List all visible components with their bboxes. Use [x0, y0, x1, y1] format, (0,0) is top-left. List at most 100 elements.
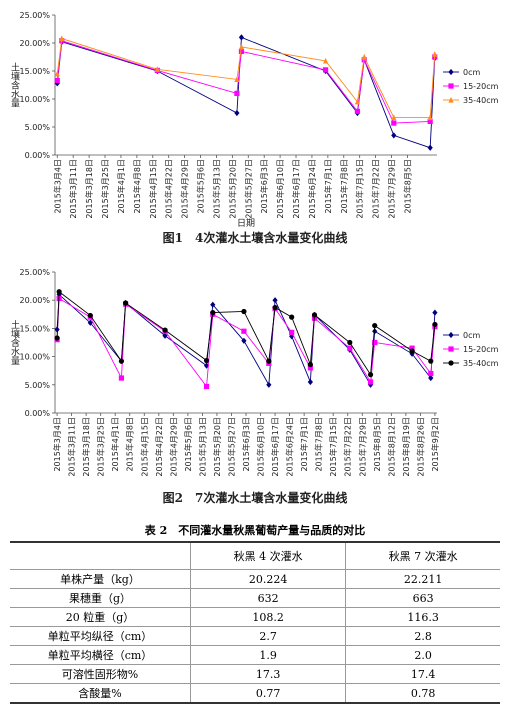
- x-tick-label: 2015年6月24日: [307, 159, 317, 219]
- marker: [234, 90, 240, 96]
- x-tick-label: 2015年3月4日: [52, 159, 62, 214]
- y-tick-label: 5.00%: [25, 123, 51, 132]
- legend-label: 15-20cm: [463, 82, 499, 91]
- marker: [272, 304, 278, 311]
- x-tick-label: 2015年5月6日: [183, 417, 193, 472]
- marker: [432, 321, 438, 328]
- x-tick-label: 2015年7月29日: [387, 159, 397, 219]
- x-tick-label: 2015年3月25日: [96, 417, 106, 477]
- legend-marker: [448, 360, 454, 366]
- x-tick-label: 2015年7月8日: [339, 159, 349, 214]
- marker: [266, 381, 272, 388]
- legend-marker: [448, 96, 454, 103]
- x-tick-label: 2015年7月1日: [299, 417, 309, 472]
- table-cell: 20.224: [189, 569, 347, 589]
- marker: [391, 120, 397, 126]
- x-tick-label: 2015年7月8日: [314, 417, 324, 472]
- legend-marker: [448, 331, 454, 339]
- x-tick-label: 2015年3月11日: [67, 417, 77, 477]
- x-tick-label: 2015年4月22日: [154, 417, 164, 477]
- marker: [54, 335, 60, 341]
- table-cell: 2.8: [345, 626, 500, 646]
- table-cell: 20 粒重（g）: [10, 607, 191, 627]
- series-line: [56, 290, 436, 376]
- table-cell: 2.0: [345, 645, 500, 665]
- x-tick-label: 2015年5月6日: [196, 159, 206, 214]
- y-tick-label: 15.00%: [19, 324, 50, 333]
- y-tick-label: 20.00%: [19, 39, 50, 48]
- marker: [241, 337, 247, 344]
- x-tick-label: 2015年6月10日: [275, 159, 285, 219]
- marker: [409, 348, 415, 354]
- table-cell: 1.9: [189, 645, 347, 665]
- x-tick-label: 2015年3月25日: [100, 159, 110, 219]
- marker: [210, 301, 216, 308]
- marker: [87, 312, 93, 319]
- marker: [118, 358, 125, 364]
- y-tick-label: 0.00%: [25, 151, 51, 160]
- x-tick-label: 2015年8月5日: [402, 159, 412, 214]
- x-tick-label: 2015年4月15日: [148, 159, 158, 219]
- x-tick-label: 2015年3月18日: [84, 159, 94, 219]
- x-tick-label: 2015年5月13日: [211, 159, 221, 219]
- x-tick-label: 2015年6月3日: [259, 159, 269, 214]
- marker: [87, 319, 93, 326]
- marker: [118, 375, 125, 381]
- table-row: 果穗重（g） 632 663: [10, 588, 500, 608]
- table-cell: 116.3: [345, 607, 500, 627]
- marker: [372, 322, 378, 329]
- marker: [361, 53, 367, 60]
- x-tick-label: 2015年7月22日: [371, 159, 381, 219]
- x-tick-label: 2015年5月20日: [227, 159, 237, 219]
- caption: 图2 7次灌水土壤含水量变化曲线: [163, 490, 348, 505]
- x-tick-label: 2015年5月20日: [212, 417, 222, 477]
- marker: [432, 309, 438, 316]
- x-tick-label: 2015年5月13日: [197, 417, 207, 477]
- y-axis-title: 土壤含水量: [9, 61, 20, 107]
- marker: [203, 383, 210, 390]
- table-row: 单粒平均纵径（cm） 2.7 2.8: [10, 626, 500, 646]
- table-cell: 2.7: [189, 626, 347, 646]
- x-tick-label: 2015年8月19日: [401, 417, 411, 477]
- marker: [428, 358, 434, 364]
- table-cell: [10, 541, 191, 570]
- series-line: [56, 37, 436, 118]
- x-tick-label: 2015年6月17日: [270, 417, 280, 477]
- marker: [307, 361, 313, 368]
- x-tick-label: 2015年8月26日: [415, 417, 425, 477]
- table: 秋黑 4 次灌水 秋黑 7 次灌水 单株产量（kg） 20.224 22.211 果穗重（…: [10, 541, 500, 704]
- x-tick-label: 2015年7月22日: [343, 417, 353, 477]
- marker: [372, 339, 378, 346]
- x-tick-label: 2015年5月27日: [226, 417, 236, 477]
- table-cell: 果穗重（g）: [10, 588, 191, 608]
- marker: [391, 114, 397, 121]
- marker: [238, 34, 245, 41]
- legend-marker: [448, 68, 454, 76]
- y-tick-label: 20.00%: [19, 296, 50, 305]
- marker: [203, 357, 210, 364]
- marker: [322, 67, 329, 73]
- table-cell: 17.3: [189, 664, 347, 684]
- table-title: 表 2 不同灌水量秋黑葡萄产量与品质的对比: [144, 524, 366, 537]
- legend-label: 0cm: [463, 331, 480, 340]
- x-tick-label: 2015年8月5日: [372, 417, 382, 472]
- x-tick-label: 2015年6月17日: [291, 159, 301, 219]
- marker: [427, 144, 433, 151]
- marker: [203, 362, 210, 369]
- charts: 0.00% 5.00% 10.00% 15.00% 20.00% 25.00% 2015年3…: [9, 11, 499, 505]
- marker: [238, 48, 245, 54]
- x-tick-label: 2015年5月27日: [243, 159, 253, 219]
- x-tick-label: 2015年3月11日: [68, 159, 78, 219]
- table-cell: 663: [345, 588, 500, 608]
- marker: [122, 300, 129, 306]
- marker: [59, 35, 65, 42]
- y-axis-title: 土壤含水量: [9, 319, 20, 365]
- marker: [311, 312, 318, 318]
- marker: [56, 289, 62, 295]
- marker: [354, 108, 361, 114]
- marker: [238, 43, 245, 50]
- x-tick-label: 2015年4月1日: [110, 417, 120, 472]
- x-tick-label: 2015年4月8日: [132, 159, 142, 214]
- marker: [409, 350, 415, 357]
